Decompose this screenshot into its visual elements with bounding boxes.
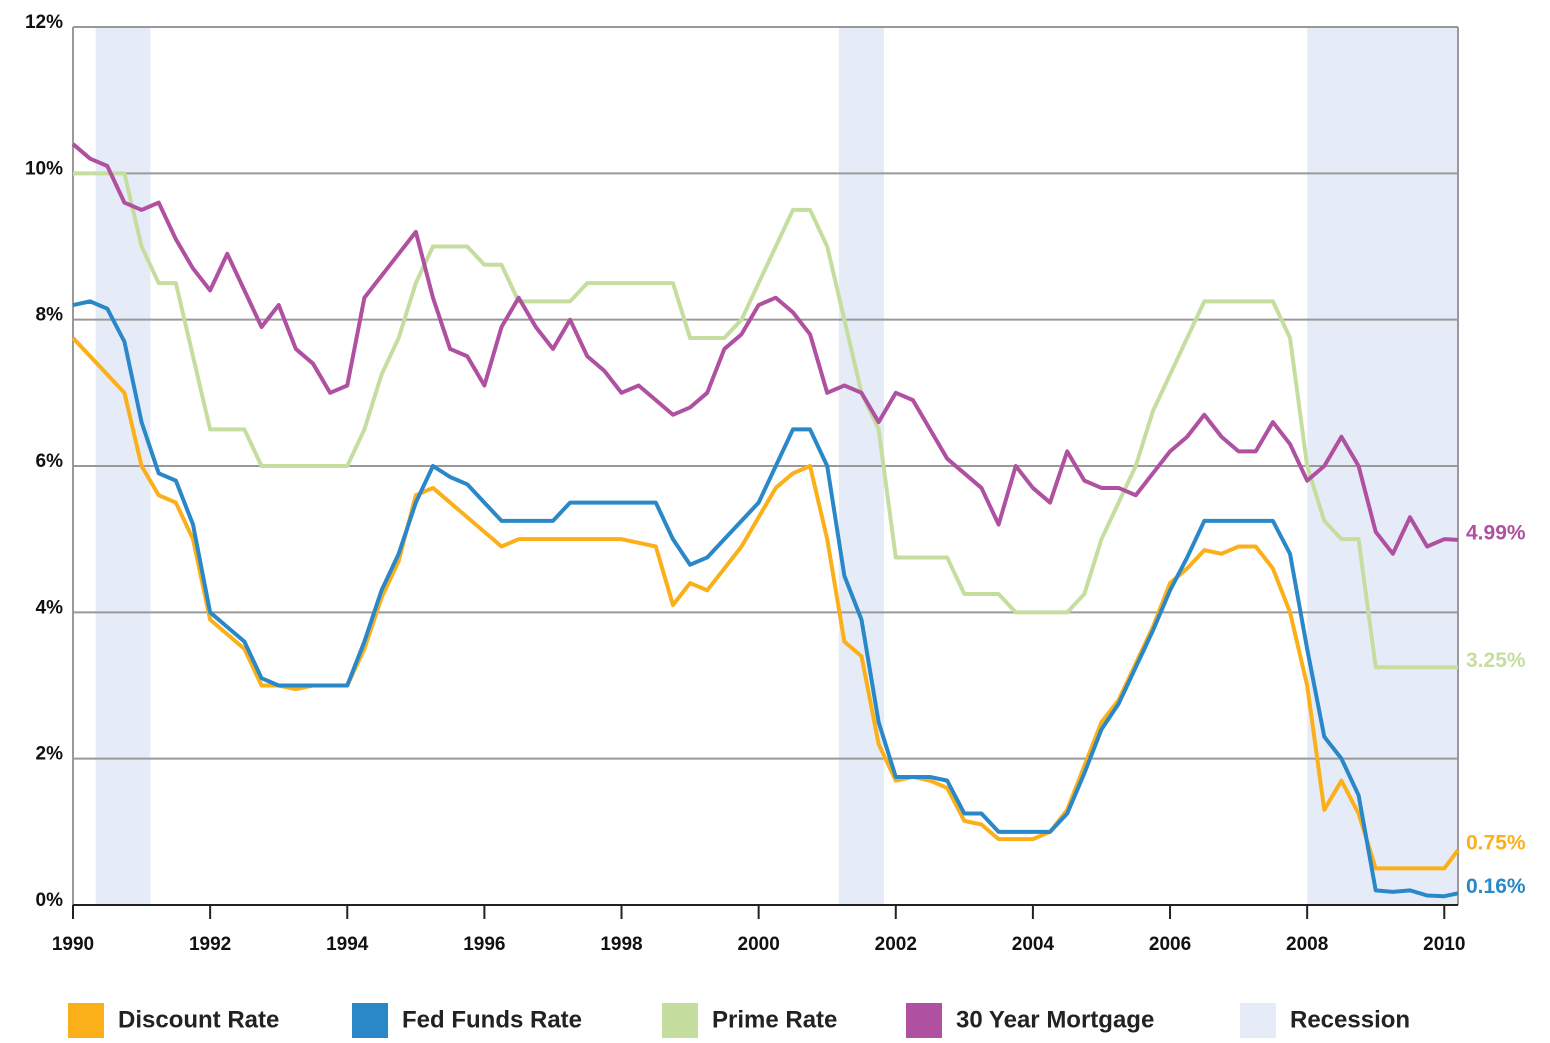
x-tick-label: 2006 [1149, 934, 1191, 955]
end-label: 4.99% [1466, 521, 1526, 544]
y-tick-label: 8% [36, 305, 64, 326]
y-tick-label: 4% [36, 597, 64, 618]
y-tick-label: 6% [36, 451, 64, 472]
x-tick-label: 2002 [875, 934, 917, 955]
legend-label: Fed Funds Rate [402, 1006, 582, 1033]
series-line [73, 171, 1458, 670]
x-tick-label: 1998 [600, 934, 642, 955]
y-tick-label: 0% [36, 890, 64, 911]
series-line [71, 336, 1460, 871]
x-tick-label: 2004 [1012, 934, 1055, 955]
x-tick-label: 1992 [189, 934, 231, 955]
legend-swatch [662, 1003, 698, 1039]
legend-swatch [1240, 1003, 1276, 1039]
x-tick-label: 2000 [738, 934, 780, 955]
series-line [71, 142, 1459, 556]
x-tick-label: 1990 [52, 934, 94, 955]
legend-swatch [352, 1003, 388, 1039]
end-label: 3.25% [1466, 649, 1526, 672]
end-label: 0.16% [1466, 875, 1526, 898]
y-tick-label: 2% [36, 744, 64, 765]
legend-label: Discount Rate [118, 1006, 279, 1033]
x-tick-label: 1996 [463, 934, 505, 955]
x-tick-label: 1994 [326, 934, 369, 955]
series-line [72, 299, 1459, 899]
x-tick-label: 2010 [1423, 934, 1465, 955]
legend-swatch [906, 1003, 942, 1039]
end-label: 0.75% [1466, 832, 1526, 855]
legend-label: Recession [1290, 1006, 1410, 1033]
x-tick-label: 2008 [1286, 934, 1328, 955]
legend-label: Prime Rate [712, 1006, 837, 1033]
legend-swatch [68, 1003, 104, 1039]
y-tick-label: 10% [25, 158, 63, 179]
legend-label: 30 Year Mortgage [956, 1006, 1154, 1033]
y-tick-label: 12% [25, 12, 63, 33]
